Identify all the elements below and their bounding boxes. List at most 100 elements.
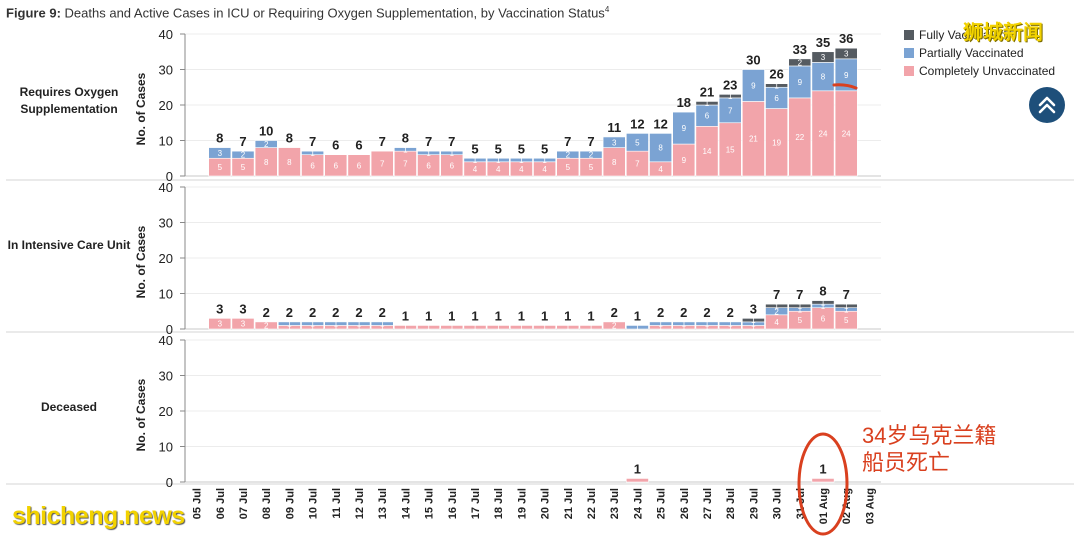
bar-total-label: 8 <box>402 131 409 146</box>
segment-value-label: 1 <box>310 323 315 332</box>
segment-value-label: 1 <box>658 323 663 332</box>
segment-value-label: 1 <box>496 323 501 332</box>
bar-partially-vaccinated <box>347 321 371 326</box>
segment-value-label: 6 <box>821 314 826 323</box>
bar-total-label: 2 <box>680 305 687 320</box>
bar-completely-unvaccinated <box>231 318 255 330</box>
segment-value-label: 2 <box>566 151 571 160</box>
segment-value-label: 1 <box>310 149 315 158</box>
bar-total-label: 2 <box>263 305 270 320</box>
segment-value-label: 1 <box>334 320 339 329</box>
segment-value-label: 1 <box>426 149 431 158</box>
legend-item-fully-vaccinated[interactable]: Fully Vaccinated <box>904 26 1055 44</box>
segment-value-label: 5 <box>635 138 640 147</box>
bar-partially-vaccinated <box>649 133 673 163</box>
bar-fully-vaccinated <box>834 47 858 60</box>
bar-total-label: 12 <box>653 116 667 131</box>
bar-partially-vaccinated <box>509 157 533 163</box>
segment-value-label: 7 <box>380 160 385 169</box>
bar-partially-vaccinated <box>208 147 232 159</box>
bar-total-label: 11 <box>607 120 621 135</box>
segment-value-label: 1 <box>357 320 362 329</box>
segment-value-label: 1 <box>380 323 385 332</box>
x-tick-label: 08 Jul <box>261 488 273 519</box>
segment-value-label: 1 <box>542 323 547 332</box>
bar-completely-unvaccinated <box>208 318 232 330</box>
segment-value-label: 9 <box>682 156 687 165</box>
bar-fully-vaccinated <box>834 303 858 308</box>
segment-value-label: 1 <box>450 149 455 158</box>
bar-total-label: 33 <box>793 42 807 57</box>
bar-total-label: 1 <box>819 461 826 476</box>
x-tick-label: 21 Jul <box>563 488 575 519</box>
segment-value-label: 1 <box>403 145 408 154</box>
bar-total-label: 2 <box>703 305 710 320</box>
bar-completely-unvaccinated <box>811 478 835 483</box>
segment-value-label: 1 <box>844 302 849 311</box>
segment-value-label: 21 <box>749 135 758 144</box>
segment-value-label: 2 <box>264 321 269 330</box>
segment-value-label: 6 <box>357 161 362 170</box>
bar-total-label: 2 <box>309 305 316 320</box>
bar-partially-vaccinated <box>672 111 696 145</box>
segment-value-label: 1 <box>844 305 849 314</box>
bar-fully-vaccinated <box>765 83 789 88</box>
bar-total-label: 6 <box>332 138 339 153</box>
segment-value-label: 6 <box>774 94 779 103</box>
double-chevron-up-icon <box>1038 96 1056 114</box>
segment-value-label: 1 <box>542 156 547 165</box>
bar-completely-unvaccinated <box>463 325 487 330</box>
x-tick-label: 06 Jul <box>215 488 227 519</box>
bar-partially-vaccinated <box>649 321 673 326</box>
bar-completely-unvaccinated <box>556 325 580 330</box>
bar-completely-unvaccinated <box>254 321 278 330</box>
y-tick-label: 0 <box>166 169 173 184</box>
bar-completely-unvaccinated <box>393 325 417 330</box>
figure-title: Figure 9: Deaths and Active Cases in ICU… <box>6 5 609 20</box>
legend-item-unvaccinated[interactable]: Completely Unvaccinated <box>904 62 1055 80</box>
segment-value-label: 5 <box>844 316 849 325</box>
y-tick-label: 10 <box>159 287 173 302</box>
y-tick-label: 10 <box>159 440 173 455</box>
segment-value-label: 1 <box>728 92 733 101</box>
bar-total-label: 7 <box>448 134 455 149</box>
y-tick-label: 30 <box>159 369 173 384</box>
scroll-to-top-button[interactable] <box>1029 87 1065 123</box>
segment-value-label: 1 <box>357 323 362 332</box>
x-tick-label: 16 Jul <box>447 488 459 519</box>
segment-value-label: 4 <box>496 165 501 174</box>
panel-label-deceased: Deceased <box>40 400 98 414</box>
bar-partially-vaccinated <box>324 321 348 326</box>
y-tick-label: 40 <box>159 333 173 348</box>
segment-value-label: 9 <box>751 81 756 90</box>
segment-value-label: 1 <box>310 320 315 329</box>
x-tick-label: 24 Jul <box>632 488 644 519</box>
legend-swatch-partially <box>904 48 914 58</box>
bar-fully-vaccinated <box>811 51 835 63</box>
segment-value-label: 5 <box>218 163 223 172</box>
bar-total-label: 8 <box>216 131 223 146</box>
segment-value-label: 6 <box>426 161 431 170</box>
segment-value-label: 1 <box>774 81 779 90</box>
bar-completely-unvaccinated <box>533 325 557 330</box>
bar-total-label: 36 <box>839 31 853 46</box>
bar-total-label: 1 <box>541 308 548 323</box>
legend-item-partially-vaccinated[interactable]: Partially Vaccinated <box>904 44 1055 62</box>
bar-total-label: 2 <box>657 305 664 320</box>
bar-total-label: 7 <box>773 287 780 302</box>
y-axis-label: No. of Cases <box>134 225 148 298</box>
segment-value-label: 1 <box>519 156 524 165</box>
bar-total-label: 2 <box>379 305 386 320</box>
bar-total-label: 1 <box>634 461 641 476</box>
bar-total-label: 30 <box>746 53 760 68</box>
segment-value-label: 2 <box>798 58 803 67</box>
bar-total-label: 5 <box>471 141 478 156</box>
segment-value-label: 1 <box>380 320 385 329</box>
x-tick-label: 09 Jul <box>284 488 296 519</box>
segment-value-label: 3 <box>612 138 617 147</box>
legend: Fully Vaccinated Partially Vaccinated Co… <box>904 26 1055 80</box>
segment-value-label: 1 <box>566 323 571 332</box>
bar-total-label: 2 <box>332 305 339 320</box>
segment-value-label: 1 <box>496 156 501 165</box>
segment-value-label: 6 <box>310 161 315 170</box>
